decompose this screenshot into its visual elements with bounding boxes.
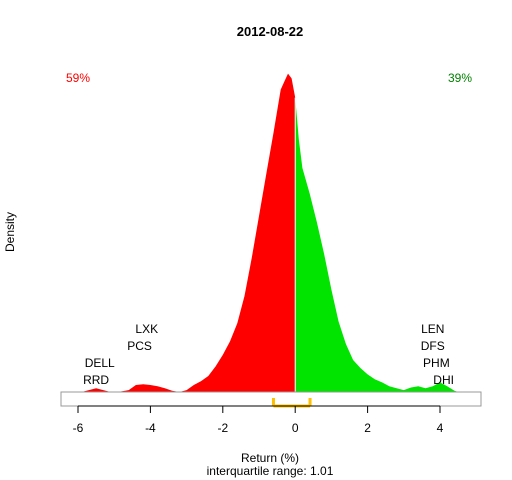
x-tick-label-1: -4 <box>145 421 156 435</box>
density-areas <box>81 73 459 392</box>
annotation-left-3: RRD <box>83 373 109 387</box>
ticker-annotations: LXK PCS DELL RRD LEN DFS PHM DHI <box>83 322 454 387</box>
plot-frame <box>60 391 482 407</box>
annotation-left-1: PCS <box>127 339 152 353</box>
y-axis-label: Density <box>3 212 17 252</box>
x-axis: -6 -4 -2 0 2 4 <box>73 405 444 435</box>
positive-share-label: 39% <box>448 71 472 85</box>
annotation-right-2: PHM <box>423 356 450 370</box>
x-tick-label-3: 0 <box>292 421 299 435</box>
x-tick-label-4: 2 <box>364 421 371 435</box>
annotation-right-3: DHI <box>433 373 454 387</box>
iqr-bracket <box>271 398 312 408</box>
x-tick-label-2: -2 <box>217 421 228 435</box>
positive-density-area <box>295 97 459 392</box>
annotation-left-0: LXK <box>135 322 158 336</box>
chart-title: 2012-08-22 <box>237 24 304 39</box>
negative-density-area <box>81 73 296 392</box>
annotation-left-2: DELL <box>85 356 115 370</box>
x-tick-label-5: 4 <box>437 421 444 435</box>
x-axis-label: Return (%) <box>241 451 299 465</box>
annotation-right-0: LEN <box>421 322 444 336</box>
annotation-right-1: DFS <box>421 339 445 353</box>
x-tick-label-0: -6 <box>73 421 84 435</box>
negative-share-label: 59% <box>66 71 90 85</box>
iqr-subtitle: interquartile range: 1.01 <box>207 464 334 478</box>
